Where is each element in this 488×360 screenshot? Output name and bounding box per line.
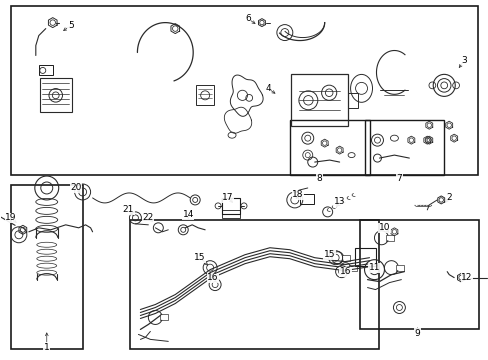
Text: 15: 15: [323, 250, 335, 259]
Bar: [11, 185, 82, 349]
Text: 17: 17: [222, 193, 233, 202]
Text: 9: 9: [414, 329, 419, 338]
Bar: [39, 66, 53, 75]
Text: 5: 5: [68, 21, 73, 30]
Bar: [291, 74, 347, 126]
Text: 2: 2: [446, 193, 451, 202]
Bar: [130, 220, 379, 349]
Bar: [364, 120, 443, 175]
Text: 12: 12: [461, 273, 472, 282]
Text: 18: 18: [291, 190, 303, 199]
Bar: [354, 248, 376, 266]
Text: 8: 8: [316, 174, 322, 183]
Text: 14: 14: [182, 210, 194, 219]
Bar: [347, 93, 357, 108]
Bar: [40, 78, 72, 112]
Text: 13: 13: [333, 197, 345, 206]
Text: 16: 16: [207, 273, 219, 282]
Text: 19: 19: [5, 213, 17, 222]
Bar: [222, 210, 240, 218]
Text: 16: 16: [339, 267, 351, 276]
Bar: [289, 120, 369, 175]
Text: 21: 21: [122, 206, 134, 215]
Bar: [222, 198, 240, 214]
Bar: [348, 265, 356, 271]
Bar: [396, 265, 404, 271]
Text: 22: 22: [142, 213, 154, 222]
Text: 15: 15: [194, 253, 205, 262]
Text: 10: 10: [378, 223, 389, 232]
Text: 6: 6: [244, 14, 250, 23]
Bar: [160, 315, 168, 320]
Text: 20: 20: [70, 184, 81, 193]
Text: 7: 7: [396, 174, 402, 183]
Bar: [359, 220, 478, 329]
Text: 3: 3: [460, 56, 466, 65]
Text: 1: 1: [44, 343, 50, 352]
Bar: [196, 85, 214, 105]
Text: 11: 11: [368, 263, 380, 272]
Bar: [341, 255, 349, 261]
Bar: [386, 235, 394, 241]
Bar: [11, 6, 477, 175]
Text: 4: 4: [264, 84, 270, 93]
Bar: [299, 194, 313, 204]
